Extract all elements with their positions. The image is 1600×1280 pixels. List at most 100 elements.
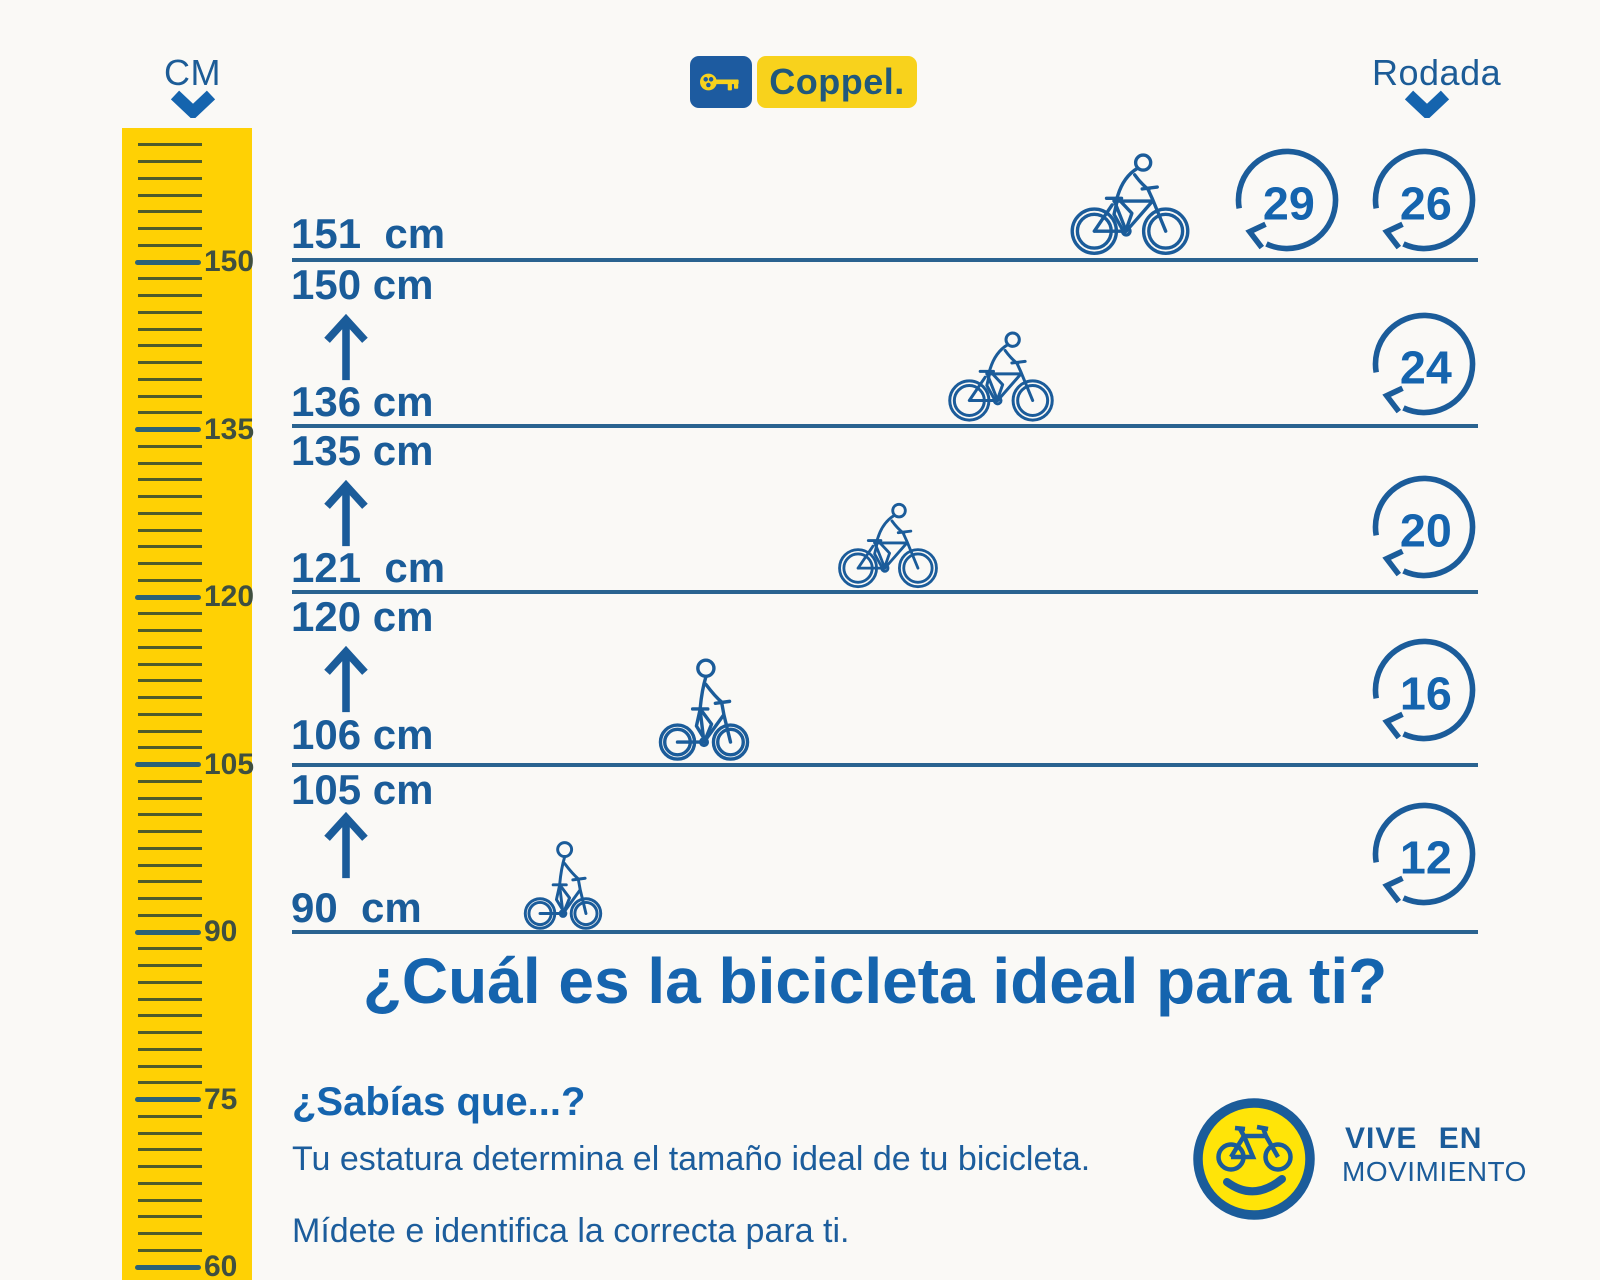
rodada-axis-label: Rodada xyxy=(1372,52,1502,93)
ruler-major-tick xyxy=(135,427,201,432)
coppel-logo: Coppel. xyxy=(690,56,917,108)
ruler-minor-tick xyxy=(138,1081,202,1085)
ruler-tick-label: 120 xyxy=(204,580,255,613)
height-label: 151 cm xyxy=(291,210,446,257)
ruler-minor-tick xyxy=(138,511,202,515)
kid-cyclist-icon xyxy=(658,658,750,761)
ruler-major-tick xyxy=(135,929,201,935)
cm-axis-label: CM xyxy=(164,52,221,93)
ruler-minor-tick xyxy=(138,193,202,197)
ruler-minor-tick xyxy=(138,1064,202,1068)
ruler-minor-tick xyxy=(138,729,202,733)
row-divider-line xyxy=(292,424,1478,428)
ruler-major-tick xyxy=(135,1264,201,1270)
height-label: 106 cm xyxy=(291,711,434,758)
height-label: 135 cm xyxy=(291,427,434,474)
ruler-major-tick xyxy=(135,594,201,600)
ruler-tick-label: 150 xyxy=(204,245,255,278)
svg-text:26: 26 xyxy=(1400,178,1452,230)
cyclist-icon xyxy=(838,502,938,589)
fact-text-line1: Tu estatura determina el tamaño ideal de… xyxy=(292,1140,1091,1178)
ruler-minor-tick xyxy=(138,662,202,666)
ruler-minor-tick xyxy=(138,1248,202,1252)
ruler-minor-tick xyxy=(138,1148,202,1152)
ruler-minor-tick xyxy=(138,897,202,900)
ruler-minor-tick xyxy=(138,294,202,297)
ruler-minor-tick xyxy=(138,880,202,884)
svg-text:29: 29 xyxy=(1263,178,1315,230)
ruler-minor-tick xyxy=(138,964,202,967)
ruler-minor-tick xyxy=(138,578,202,582)
height-label: 105 cm xyxy=(291,766,434,813)
height-label: 121 cm xyxy=(291,544,446,591)
height-label: 136 cm xyxy=(291,378,434,425)
up-arrow-icon xyxy=(324,479,368,547)
ruler-minor-tick xyxy=(138,913,202,917)
ruler-minor-tick xyxy=(138,830,202,833)
ruler-minor-tick xyxy=(138,227,202,230)
ruler-minor-tick xyxy=(138,980,202,984)
ruler-minor-tick xyxy=(138,143,202,147)
ruler-minor-tick xyxy=(138,277,202,281)
ruler-minor-tick xyxy=(138,1181,202,1185)
row-divider-line xyxy=(292,930,1478,934)
movimiento-text: MOVIMIENTO xyxy=(1342,1156,1527,1187)
coppel-wordmark: Coppel. xyxy=(757,56,917,108)
ruler-minor-tick xyxy=(138,310,202,314)
page-title: ¿Cuál es la bicicleta ideal para ti? xyxy=(362,945,1388,1017)
svg-text:12: 12 xyxy=(1400,832,1452,884)
ruler-minor-tick xyxy=(138,562,202,565)
fact-text-line2: Mídete e identifica la correcta para ti. xyxy=(292,1212,850,1250)
up-arrow-icon xyxy=(324,313,368,381)
ruler-minor-tick xyxy=(138,344,202,348)
cyclist-icon xyxy=(948,331,1054,422)
wheel-size-badge: 29 xyxy=(1235,148,1339,252)
coppel-key-box xyxy=(690,56,752,108)
ruler-minor-tick xyxy=(138,947,202,951)
ruler-minor-tick xyxy=(138,796,202,800)
wheel-size-badge: 16 xyxy=(1372,638,1476,742)
ruler-minor-tick xyxy=(138,377,202,381)
vive-en-movimiento-logo xyxy=(1193,1098,1315,1220)
height-label: 150 cm xyxy=(291,261,434,308)
row-divider-line xyxy=(292,590,1478,594)
ruler-major-tick xyxy=(135,762,201,767)
svg-text:24: 24 xyxy=(1400,342,1452,394)
key-icon xyxy=(700,73,739,91)
svg-text:20: 20 xyxy=(1400,505,1452,557)
ruler-major-tick xyxy=(135,259,201,265)
ruler-minor-tick xyxy=(138,160,202,163)
ruler-minor-tick xyxy=(138,846,202,850)
ruler-minor-tick xyxy=(138,629,202,632)
vive-en-text: VIVE EN xyxy=(1345,1122,1483,1155)
wheel-size-badge: 20 xyxy=(1372,475,1476,579)
wheel-size-badge: 12 xyxy=(1372,802,1476,906)
ruler-minor-tick xyxy=(138,1014,202,1018)
ruler-minor-tick xyxy=(138,746,202,750)
row-divider-line xyxy=(292,763,1478,767)
ruler-minor-tick xyxy=(138,1131,202,1135)
ruler-minor-tick xyxy=(138,612,202,616)
ruler-minor-tick xyxy=(138,528,202,532)
ruler-minor-tick xyxy=(138,1232,202,1235)
ruler-minor-tick xyxy=(138,1047,202,1051)
cyclist-icon xyxy=(1070,153,1190,255)
ruler-minor-tick xyxy=(138,361,202,364)
row-divider-line xyxy=(292,258,1478,262)
ruler-minor-tick xyxy=(138,1165,202,1168)
ruler-minor-tick xyxy=(138,1031,202,1034)
ruler-minor-tick xyxy=(138,176,202,180)
ruler-minor-tick xyxy=(138,545,202,549)
up-arrow-icon xyxy=(324,645,368,713)
ruler-minor-tick xyxy=(138,679,202,683)
up-arrow-icon xyxy=(324,811,368,879)
ruler-tick-label: 90 xyxy=(204,915,238,948)
ruler-tick-label: 135 xyxy=(204,412,255,446)
ruler-minor-tick xyxy=(138,478,202,482)
ruler-minor-tick xyxy=(138,696,202,699)
ruler-minor-tick xyxy=(138,1114,202,1118)
ruler-minor-tick xyxy=(138,327,202,331)
ruler-minor-tick xyxy=(138,411,202,415)
ruler-minor-tick xyxy=(138,394,202,398)
